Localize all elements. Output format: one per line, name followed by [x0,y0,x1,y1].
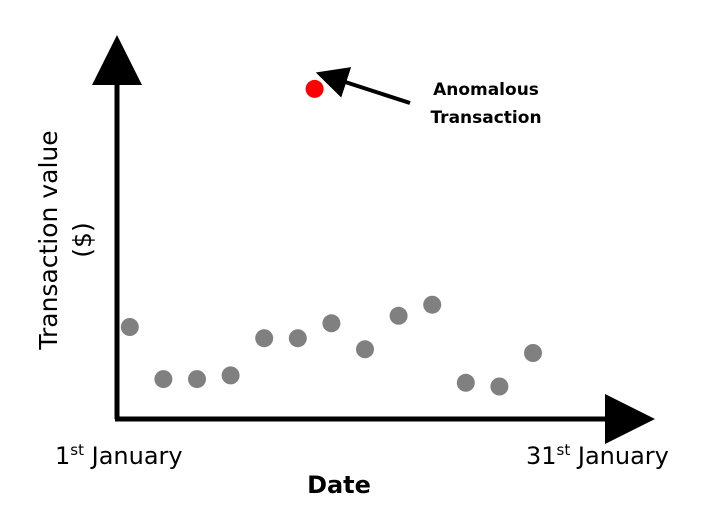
data-point [524,344,542,362]
data-point [356,340,374,359]
x-tick-end-month: January [570,442,669,470]
x-tick-end-num: 31 [526,442,557,470]
x-tick-end-sup: st [557,441,571,459]
data-point [255,329,274,348]
x-tick-start-sup: st [70,441,84,459]
annotation-label-line2: Transaction [430,108,541,128]
data-point [322,314,341,333]
data-points [120,79,542,396]
data-point [188,370,206,389]
annotation-label-line1: Anomalous [433,80,539,100]
y-axis-label-line1: Transaction value [34,130,63,350]
data-point [288,329,307,348]
x-tick-start-num: 1 [55,442,70,470]
data-point [490,377,509,396]
x-axis-label: Date [307,471,371,499]
x-tick-label-end: 31st January [526,441,669,470]
annotation-arrow [315,67,411,105]
anomalous-data-point [305,79,324,98]
data-point [456,373,475,392]
data-point [389,306,408,325]
x-tick-label-start: 1st January [55,441,183,470]
data-point [120,318,139,336]
y-axis-label-line2: ($) [68,222,97,257]
data-point [221,366,240,385]
data-point [154,370,173,389]
x-tick-start-month: January [84,442,183,470]
data-point [423,295,442,314]
